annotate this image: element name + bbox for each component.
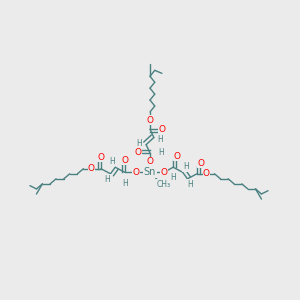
Text: H: H (110, 158, 115, 166)
Text: H: H (105, 175, 110, 184)
Text: H: H (188, 180, 193, 189)
Text: O: O (197, 159, 204, 168)
Text: H: H (158, 148, 164, 158)
Text: CH₃: CH₃ (156, 180, 170, 189)
Text: H: H (170, 173, 176, 182)
Text: O: O (98, 153, 104, 162)
Text: O: O (173, 152, 180, 161)
Text: O: O (88, 164, 95, 173)
Text: H: H (137, 139, 142, 148)
Text: O: O (203, 169, 210, 178)
Text: O: O (146, 158, 154, 166)
Text: H: H (183, 162, 188, 171)
Text: H: H (122, 179, 128, 188)
Text: Sn: Sn (144, 167, 156, 177)
Text: O: O (134, 148, 141, 158)
Text: O: O (146, 116, 154, 125)
Text: O: O (133, 168, 140, 177)
Text: O: O (160, 168, 167, 177)
Text: O: O (121, 156, 128, 165)
Text: H: H (158, 134, 163, 143)
Text: O: O (159, 125, 166, 134)
